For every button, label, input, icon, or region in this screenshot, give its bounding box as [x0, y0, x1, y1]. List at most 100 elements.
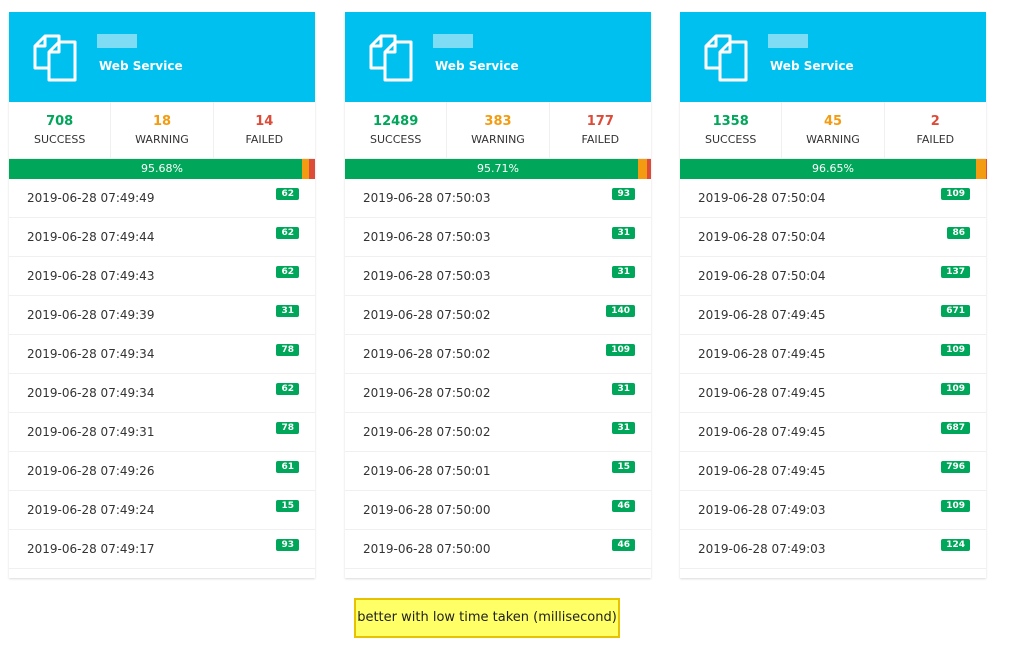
stat-count: 708	[46, 114, 74, 129]
progress-segment	[301, 159, 310, 179]
time-badge: 31	[612, 383, 635, 395]
timestamp: 2019-06-28 07:50:03	[363, 230, 491, 244]
row: 2019-06-28 07:50:04 137	[680, 257, 986, 296]
timestamp: 2019-06-28 07:49:39	[27, 308, 155, 322]
time-badge: 109	[941, 344, 970, 356]
row: 2019-06-28 07:50:03 93	[345, 179, 651, 218]
stat-label: FAILED	[916, 133, 955, 146]
stat: 1358 SUCCESS	[680, 102, 783, 158]
time-badge: 671	[941, 305, 970, 317]
row: 2019-06-28 07:50:02 140	[345, 296, 651, 335]
stat-count: 45	[823, 114, 843, 129]
timestamp: 2019-06-28 07:49:34	[27, 386, 155, 400]
stat-count: 18	[152, 114, 172, 129]
stat-count: 14	[255, 114, 274, 129]
timestamp: 2019-06-28 07:50:01	[363, 464, 491, 478]
timestamp: 2019-06-28 07:49:44	[27, 230, 155, 244]
time-badge: 15	[612, 461, 635, 473]
time-badge: 124	[941, 539, 970, 551]
timestamp: 2019-06-28 07:49:03	[698, 542, 826, 556]
card-header: Web Service	[680, 12, 986, 102]
row: 2019-06-28 07:50:02 31	[345, 413, 651, 452]
row: 2019-06-28 07:49:45 796	[680, 452, 986, 491]
row: 2019-06-28 07:50:00 46	[345, 491, 651, 530]
time-badge: 687	[941, 422, 970, 434]
time-badge: 796	[941, 461, 970, 473]
card: Web Service 708 SUCCESS 18 WARNING 14 FAILED 95…	[9, 12, 315, 578]
note: better with low time taken (millisecond)	[354, 598, 620, 638]
time-badge: 46	[612, 500, 635, 512]
row: 2019-06-28 07:50:02 31	[345, 374, 651, 413]
icon	[369, 34, 413, 82]
stat-count: 2	[930, 114, 940, 129]
time-badge: 31	[276, 305, 299, 317]
progress-segment	[975, 159, 986, 179]
row: 2019-06-28 07:49:03 124	[680, 530, 986, 569]
icon	[33, 34, 77, 82]
timestamp: 2019-06-28 07:49:31	[27, 425, 155, 439]
card-header: Web Service	[345, 12, 651, 102]
time-badge: 61	[276, 461, 299, 473]
row: 2019-06-28 07:49:45 687	[680, 413, 986, 452]
card-title: Web Service	[99, 59, 183, 73]
row: 2019-06-28 07:49:34 62	[9, 374, 315, 413]
stat-label: WARNING	[471, 133, 525, 146]
stat-label: SUCCESS	[34, 133, 86, 146]
timestamp: 2019-06-28 07:50:04	[698, 230, 826, 244]
stat: 14 FAILED	[214, 102, 315, 158]
stat: 177 FAILED	[550, 102, 651, 158]
timestamp: 2019-06-28 07:50:00	[363, 542, 491, 556]
success-rate: 95.71%	[477, 162, 519, 175]
row: 2019-06-28 07:49:45 671	[680, 296, 986, 335]
stat-count: 12489	[373, 114, 419, 129]
stat: 45 WARNING	[782, 102, 885, 158]
row: 2019-06-28 07:49:49 62	[9, 179, 315, 218]
time-badge: 93	[612, 188, 635, 200]
stat-count: 177	[586, 114, 614, 129]
stat-label: SUCCESS	[370, 133, 422, 146]
row: 2019-06-28 07:49:03 109	[680, 491, 986, 530]
card: Web Service 1358 SUCCESS 45 WARNING 2 FAILED 96…	[680, 12, 986, 578]
timestamp: 2019-06-28 07:49:45	[698, 464, 826, 478]
timestamp: 2019-06-28 07:50:03	[363, 191, 491, 205]
row: 2019-06-28 07:49:45 109	[680, 335, 986, 374]
timestamp: 2019-06-28 07:50:02	[363, 386, 491, 400]
time-badge: 109	[606, 344, 635, 356]
time-badge: 46	[612, 539, 635, 551]
card-title: Web Service	[435, 59, 519, 73]
timestamp: 2019-06-28 07:49:45	[698, 347, 826, 361]
time-badge: 109	[941, 383, 970, 395]
timestamp: 2019-06-28 07:50:04	[698, 269, 826, 283]
stat: 2 FAILED	[885, 102, 986, 158]
progress-bar: 95.68%	[9, 159, 315, 179]
stat-label: FAILED	[245, 133, 284, 146]
progress-segment	[309, 159, 315, 179]
progress-segment	[637, 159, 647, 179]
redacted-name	[768, 34, 808, 48]
timestamp: 2019-06-28 07:50:03	[363, 269, 491, 283]
stat-label: WARNING	[806, 133, 860, 146]
row: 2019-06-28 07:49:45 109	[680, 374, 986, 413]
time-badge: 31	[612, 227, 635, 239]
stat-label: SUCCESS	[705, 133, 757, 146]
time-badge: 109	[941, 500, 970, 512]
timestamp: 2019-06-28 07:49:45	[698, 386, 826, 400]
row: 2019-06-28 07:49:24 15	[9, 491, 315, 530]
row: 2019-06-28 07:49:34 78	[9, 335, 315, 374]
time-badge: 15	[276, 500, 299, 512]
success-rate: 96.65%	[812, 162, 854, 175]
time-badge: 78	[276, 422, 299, 434]
icon	[704, 34, 748, 82]
card: Web Service 12489 SUCCESS 383 WARNING 177 FAIL…	[345, 12, 651, 578]
stats: 708 SUCCESS 18 WARNING 14 FAILED	[9, 102, 315, 159]
stat: 18 WARNING	[111, 102, 214, 158]
row: 2019-06-28 07:50:03 31	[345, 257, 651, 296]
stat: 708 SUCCESS	[9, 102, 112, 158]
time-badge: 93	[276, 539, 299, 551]
timestamp: 2019-06-28 07:49:49	[27, 191, 155, 205]
time-badge: 109	[941, 188, 970, 200]
time-badge: 137	[941, 266, 970, 278]
time-badge: 31	[612, 422, 635, 434]
timestamp: 2019-06-28 07:49:24	[27, 503, 155, 517]
